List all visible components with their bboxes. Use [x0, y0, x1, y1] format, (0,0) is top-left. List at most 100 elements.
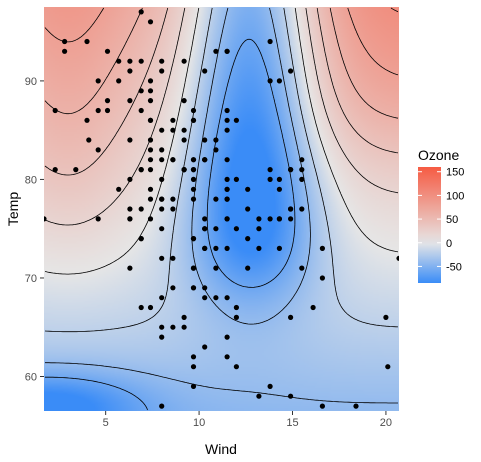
data-point: [127, 216, 133, 222]
data-point: [52, 167, 58, 173]
data-point: [233, 314, 239, 320]
legend-ticks: 150 100 50 0 -50: [418, 167, 464, 273]
data-point: [213, 147, 219, 153]
data-point: [224, 334, 230, 340]
data-point: [104, 107, 111, 114]
y-tick-label: 70: [25, 273, 37, 285]
data-point: [147, 19, 154, 25]
data-point: [224, 354, 230, 360]
x-axis-title: Wind: [205, 441, 237, 457]
data-point: [256, 393, 262, 399]
data-point: [245, 265, 251, 271]
data-point: [288, 393, 294, 399]
data-point: [190, 157, 197, 163]
y-axis-title: Temp: [5, 192, 21, 226]
data-point: [224, 117, 230, 123]
data-point: [147, 88, 154, 94]
data-point: [147, 167, 154, 173]
data-point: [224, 127, 230, 133]
x-tick-label: 15: [286, 417, 298, 429]
data-point: [147, 117, 154, 123]
data-point: [147, 137, 154, 143]
contour-line: [44, 7, 399, 176]
data-point: [353, 403, 359, 409]
data-point: [138, 236, 144, 242]
data-point: [159, 334, 165, 340]
data-point: [190, 167, 197, 173]
legend-tick-label: 150: [446, 167, 464, 179]
data-point: [202, 344, 208, 350]
data-point: [310, 304, 316, 311]
data-point: [170, 127, 176, 133]
data-point: [202, 295, 208, 301]
data-point: [116, 58, 122, 64]
legend-tick-label: 100: [446, 190, 464, 202]
data-point: [159, 295, 165, 301]
data-point: [190, 117, 197, 123]
data-point: [159, 176, 165, 182]
data-point: [127, 206, 133, 212]
data-point: [147, 216, 154, 222]
contour-line: [44, 7, 399, 76]
contour-line: [45, 7, 398, 404]
data-point: [73, 167, 79, 173]
contour-lines: [44, 7, 399, 411]
ozone-fill-raster: [44, 7, 399, 411]
data-point: [170, 206, 176, 212]
data-point: [159, 147, 165, 153]
data-point: [233, 304, 239, 311]
data-point: [224, 107, 230, 114]
data-point: [213, 48, 219, 54]
x-tick-label: 5: [103, 417, 109, 429]
data-point: [116, 186, 122, 192]
data-point: [299, 167, 305, 173]
data-point: [138, 107, 144, 114]
data-point: [233, 226, 239, 232]
data-point: [159, 255, 165, 261]
legend-title: Ozone: [418, 147, 459, 163]
data-point: [202, 68, 208, 74]
data-point: [319, 275, 325, 281]
data-point: [52, 107, 58, 114]
data-point: [181, 314, 187, 320]
data-point: [267, 38, 273, 45]
data-point: [213, 196, 219, 202]
data-point: [170, 117, 176, 123]
data-point: [127, 137, 133, 143]
data-point: [190, 176, 197, 182]
y-axis: 60 70 80 90: [25, 76, 44, 384]
data-point: [224, 245, 230, 251]
data-point: [147, 304, 154, 311]
legend-tick-label: 50: [446, 214, 458, 226]
data-point: [95, 216, 101, 222]
data-point: [159, 403, 165, 409]
data-point: [396, 255, 399, 261]
data-point: [190, 196, 197, 202]
data-point: [181, 137, 187, 143]
data-point: [147, 196, 154, 202]
legend: Ozone 150 100 50 0 -50: [418, 147, 464, 283]
data-point: [138, 58, 144, 64]
data-point: [202, 285, 208, 291]
data-point: [190, 285, 197, 291]
data-point: [224, 295, 230, 301]
data-point: [245, 236, 251, 242]
x-axis: 5 10 15 20: [103, 411, 392, 429]
data-point: [138, 9, 144, 15]
data-point: [95, 78, 101, 84]
data-point: [213, 137, 219, 143]
plot-panel: [44, 7, 399, 411]
data-point: [127, 176, 133, 182]
data-point: [224, 196, 230, 202]
data-point: [170, 324, 176, 330]
data-point: [299, 176, 305, 182]
data-point: [288, 314, 294, 320]
data-point: [147, 78, 154, 84]
data-point: [147, 186, 154, 192]
data-point: [159, 127, 165, 133]
contour-line: [44, 7, 399, 226]
data-point: [170, 255, 176, 261]
y-tick-label: 60: [25, 372, 37, 384]
data-point: [267, 78, 273, 84]
data-point: [159, 226, 165, 232]
